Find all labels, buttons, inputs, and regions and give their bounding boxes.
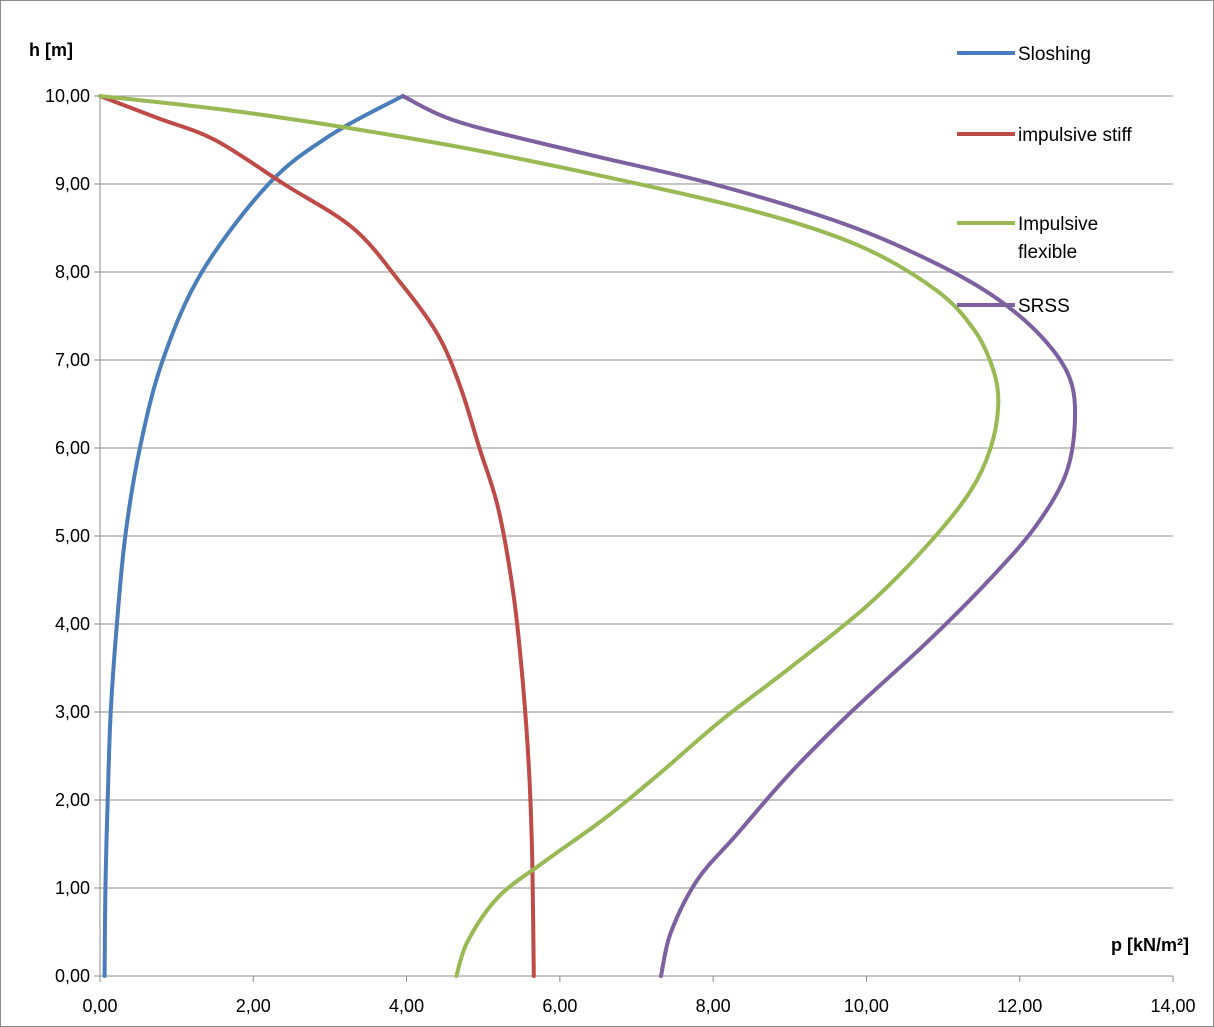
x-tick-label: 14,00 xyxy=(1150,996,1195,1016)
series-line-impulsive-flexible xyxy=(98,94,1001,978)
y-tick-label: 6,00 xyxy=(55,438,90,458)
y-axis-title: h [m] xyxy=(29,40,73,60)
y-tick-label: 8,00 xyxy=(55,262,90,282)
legend-label-impulsive-flexible: Impulsive flexible xyxy=(1018,214,1098,263)
series-line-srss xyxy=(400,94,1078,978)
legend-label-sloshing: Sloshing xyxy=(1018,44,1091,65)
x-tick-label: 2,00 xyxy=(236,996,271,1016)
legend-label-impulsive-stiff: impulsive stiff xyxy=(1018,125,1132,146)
y-tick-label: 2,00 xyxy=(55,790,90,810)
y-tick-label: 9,00 xyxy=(55,174,90,194)
legend-label-srss: SRSS xyxy=(1018,296,1070,317)
y-tick-label: 5,00 xyxy=(55,526,90,546)
x-tick-label: 8,00 xyxy=(696,996,731,1016)
x-tick-label: 6,00 xyxy=(542,996,577,1016)
y-tick-label: 3,00 xyxy=(55,702,90,722)
y-tick-label: 10,00 xyxy=(45,86,90,106)
x-axis-title: p [kN/m²] xyxy=(1111,935,1189,955)
series-line-impulsive-stiff xyxy=(98,94,536,978)
y-tick-label: 1,00 xyxy=(55,878,90,898)
series-line-sloshing xyxy=(102,94,405,978)
x-tick-label: 0,00 xyxy=(82,996,117,1016)
x-tick-label: 4,00 xyxy=(389,996,424,1016)
y-tick-label: 7,00 xyxy=(55,350,90,370)
y-tick-label: 4,00 xyxy=(55,614,90,634)
y-tick-label: 0,00 xyxy=(55,966,90,986)
x-tick-label: 12,00 xyxy=(997,996,1042,1016)
x-tick-label: 10,00 xyxy=(844,996,889,1016)
